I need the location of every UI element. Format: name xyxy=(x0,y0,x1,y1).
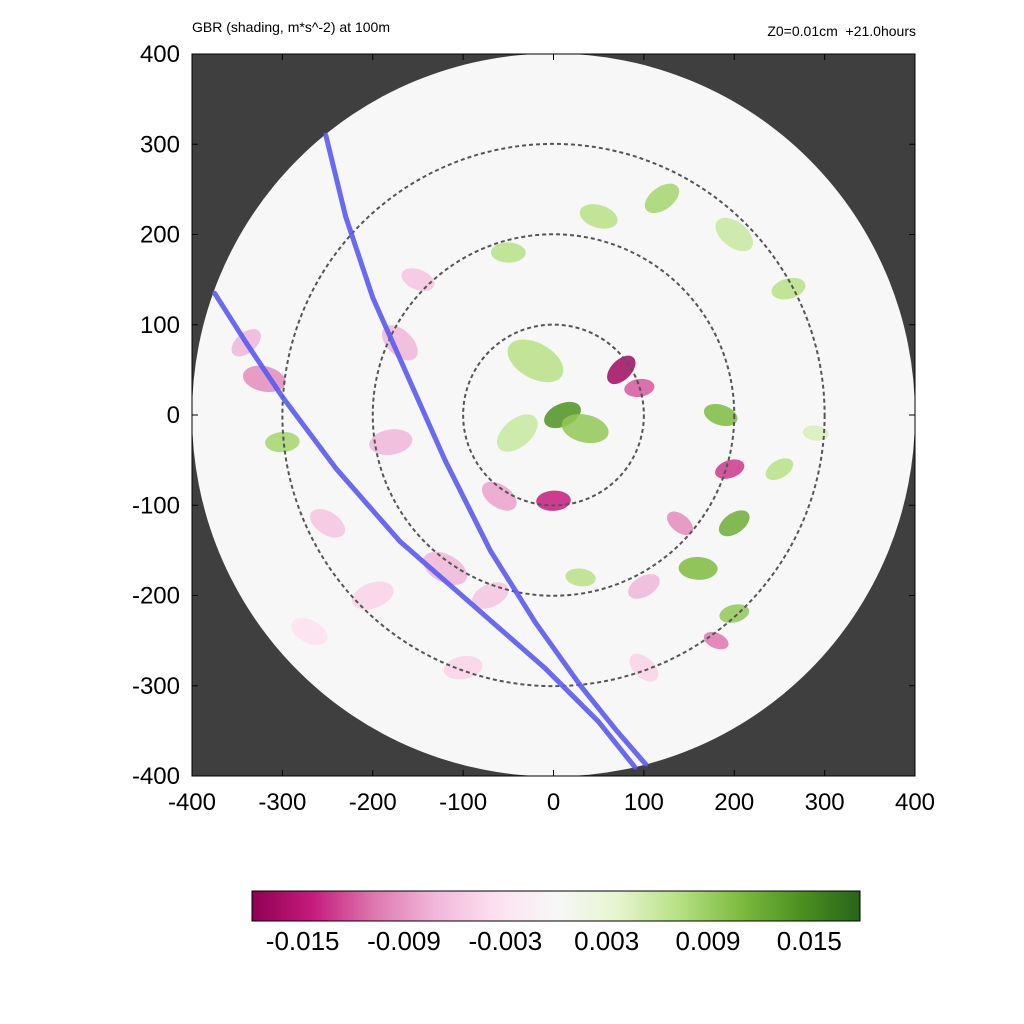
shading-feature xyxy=(265,431,300,453)
shading-feature xyxy=(422,551,468,586)
shading-feature xyxy=(579,204,618,229)
colorbar-tick-label: 0.009 xyxy=(675,926,740,956)
x-tick-label: -100 xyxy=(439,789,487,816)
x-tick-label: 100 xyxy=(624,789,664,816)
x-tick-label: -300 xyxy=(258,789,306,816)
shading-feature xyxy=(561,413,609,444)
shading-feature xyxy=(481,481,517,511)
shading-feature xyxy=(507,339,564,383)
y-tick-label: -400 xyxy=(132,763,180,790)
shading-feature xyxy=(678,557,718,580)
axes: -400 -300 -200 -100 0 100 200 300 400 400 300 200 10… xyxy=(132,41,935,816)
x-tick-label: -200 xyxy=(349,789,397,816)
shading-feature xyxy=(666,511,694,536)
shading-feature xyxy=(351,581,394,610)
shading-feature xyxy=(497,414,538,452)
x-tick-label: -400 xyxy=(168,789,216,816)
y-tick-label: 100 xyxy=(140,312,180,339)
x-tick-label: 400 xyxy=(895,789,935,816)
shading-feature xyxy=(644,183,680,214)
run-info-label: Z0=0.01cm +21.0hours xyxy=(767,23,916,39)
colorbar-tick-label: -0.009 xyxy=(367,926,441,956)
y-tick-label: -300 xyxy=(132,673,180,700)
y-tick-label: 300 xyxy=(140,131,180,158)
colorbar-tick-label: -0.015 xyxy=(266,926,340,956)
shading-feature xyxy=(703,631,729,650)
x-tick-label: 0 xyxy=(547,789,560,816)
shading-feature xyxy=(628,574,660,599)
colorbar: -0.015 -0.009 -0.003 0.003 0.009 0.015 xyxy=(251,890,861,956)
shading-feature xyxy=(369,429,413,456)
plot-area xyxy=(192,53,915,777)
x-tick-label: 200 xyxy=(714,789,754,816)
y-tick-label: 200 xyxy=(140,222,180,249)
y-tick-label: 0 xyxy=(167,402,180,429)
shading-feature xyxy=(310,509,346,538)
range-ring xyxy=(462,323,645,507)
shading-feature xyxy=(471,582,509,609)
track-line xyxy=(323,132,649,767)
y-tick-label: -200 xyxy=(132,583,180,610)
shading-feature xyxy=(490,242,526,263)
shading-feature xyxy=(802,425,829,441)
range-ring xyxy=(281,142,826,688)
shading-feature xyxy=(719,604,750,623)
chart-title: GBR (shading, m*s^-2) at 100m xyxy=(192,19,390,35)
track-line xyxy=(212,290,638,770)
shading-feature xyxy=(718,510,750,537)
shading-feature xyxy=(291,618,328,646)
colorbar-tick-label: 0.015 xyxy=(777,926,842,956)
shading-feature xyxy=(629,653,659,682)
shading-features xyxy=(231,183,829,682)
x-tick-label: 300 xyxy=(805,789,845,816)
colorbar-tick-label: 0.003 xyxy=(574,926,639,956)
colorbar-gradient xyxy=(251,890,861,922)
shading-feature xyxy=(715,217,754,252)
shading-feature xyxy=(565,568,596,587)
shading-feature xyxy=(703,403,738,427)
y-tick-label: -100 xyxy=(132,492,180,519)
range-ring xyxy=(371,233,736,597)
shading-feature xyxy=(715,459,745,479)
shading-feature xyxy=(401,268,435,292)
colorbar-tick-label: -0.003 xyxy=(468,926,542,956)
y-tick-label: 400 xyxy=(140,41,180,68)
shading-feature xyxy=(765,458,794,481)
